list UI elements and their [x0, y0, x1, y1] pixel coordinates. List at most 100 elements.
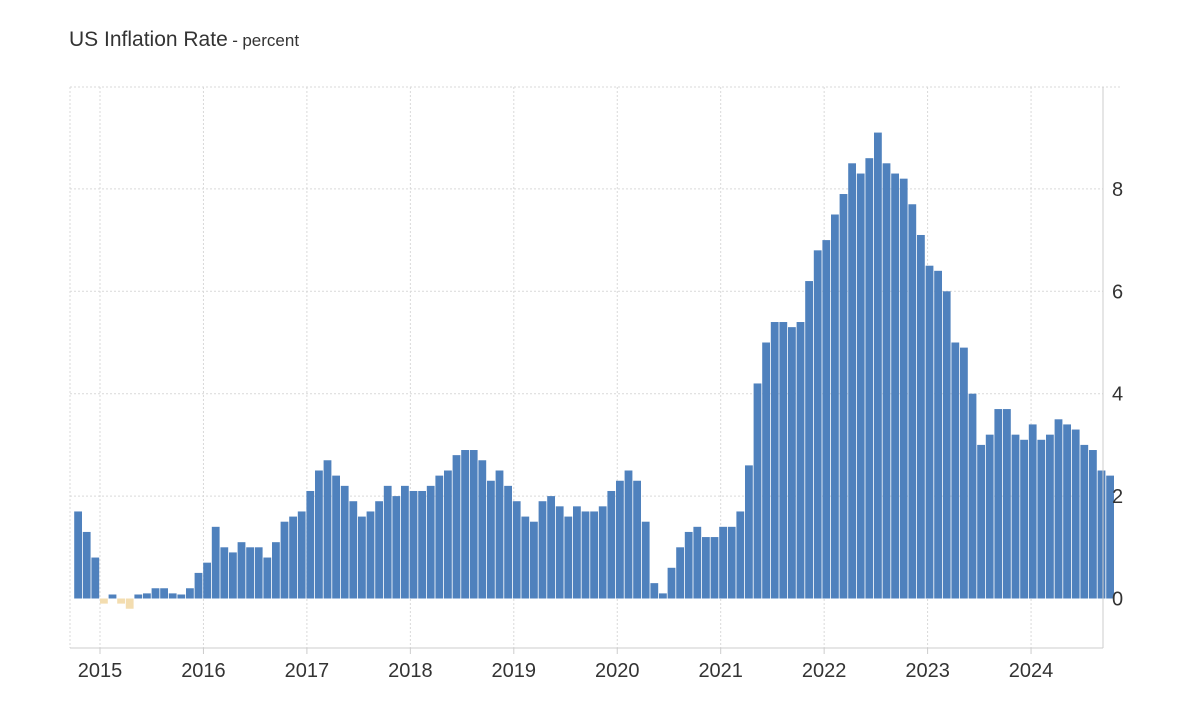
bar[interactable]	[710, 537, 719, 599]
bar[interactable]	[186, 588, 194, 599]
bar[interactable]	[874, 132, 882, 599]
bar[interactable]	[573, 506, 581, 599]
bar[interactable]	[1080, 444, 1089, 599]
bar[interactable]	[1071, 429, 1080, 599]
bar[interactable]	[211, 526, 220, 599]
bar[interactable]	[960, 347, 968, 599]
bar[interactable]	[1054, 419, 1063, 599]
bar[interactable]	[770, 322, 779, 599]
bar[interactable]	[297, 511, 306, 599]
bar[interactable]	[272, 542, 280, 599]
bar[interactable]	[134, 594, 143, 599]
bar[interactable]	[581, 511, 590, 599]
bar[interactable]	[1003, 409, 1011, 599]
bar[interactable]	[280, 521, 289, 599]
bar[interactable]	[366, 511, 375, 599]
bar[interactable]	[332, 475, 340, 599]
bar[interactable]	[418, 490, 426, 599]
bar[interactable]	[237, 542, 246, 599]
bar[interactable]	[108, 594, 117, 599]
bar[interactable]	[91, 557, 100, 599]
bar[interactable]	[882, 163, 891, 599]
bar[interactable]	[598, 506, 607, 599]
bar[interactable]	[813, 250, 822, 599]
bar[interactable]	[865, 158, 874, 599]
bar[interactable]	[375, 501, 383, 599]
bar[interactable]	[117, 598, 125, 604]
bar[interactable]	[1063, 424, 1071, 599]
bar[interactable]	[401, 485, 409, 599]
bar[interactable]	[194, 572, 203, 599]
bar[interactable]	[392, 496, 401, 599]
bar[interactable]	[1106, 475, 1114, 599]
bar[interactable]	[426, 485, 435, 599]
bar[interactable]	[82, 531, 91, 599]
bar[interactable]	[315, 470, 323, 599]
bar[interactable]	[633, 480, 641, 599]
bar[interactable]	[538, 501, 547, 599]
bar[interactable]	[925, 265, 934, 599]
bar[interactable]	[478, 460, 487, 599]
bar[interactable]	[306, 490, 315, 599]
bar[interactable]	[899, 178, 908, 599]
bar[interactable]	[229, 552, 237, 599]
bar[interactable]	[289, 516, 297, 599]
bar[interactable]	[908, 204, 917, 599]
bar[interactable]	[1028, 424, 1037, 599]
bar[interactable]	[616, 480, 624, 599]
bar[interactable]	[340, 485, 349, 599]
bar[interactable]	[994, 409, 1003, 599]
bar[interactable]	[435, 475, 444, 599]
bar[interactable]	[203, 562, 211, 599]
bar[interactable]	[753, 383, 762, 599]
bar[interactable]	[1097, 470, 1106, 599]
bar[interactable]	[650, 583, 659, 599]
bar[interactable]	[702, 537, 710, 599]
bar[interactable]	[530, 521, 538, 599]
bar[interactable]	[254, 547, 263, 599]
bar[interactable]	[624, 470, 633, 599]
bar[interactable]	[805, 281, 813, 599]
bar[interactable]	[607, 490, 616, 599]
bar[interactable]	[934, 270, 942, 599]
bar[interactable]	[762, 342, 770, 599]
bar[interactable]	[676, 547, 684, 599]
bar[interactable]	[736, 511, 745, 599]
bar[interactable]	[839, 194, 848, 599]
bar[interactable]	[745, 465, 753, 599]
bar[interactable]	[951, 342, 960, 599]
bar[interactable]	[504, 485, 512, 599]
bar[interactable]	[547, 496, 555, 599]
bar[interactable]	[891, 173, 899, 599]
bar[interactable]	[461, 450, 469, 599]
bar[interactable]	[555, 506, 564, 599]
bar[interactable]	[409, 490, 418, 599]
bar[interactable]	[564, 516, 573, 599]
bar[interactable]	[968, 393, 977, 599]
bar[interactable]	[1020, 439, 1028, 599]
bar[interactable]	[220, 547, 229, 599]
bar[interactable]	[495, 470, 504, 599]
bar[interactable]	[788, 327, 796, 599]
bar[interactable]	[831, 214, 839, 599]
bar[interactable]	[779, 322, 788, 599]
bar[interactable]	[512, 501, 521, 599]
bar[interactable]	[487, 480, 495, 599]
bar[interactable]	[693, 526, 702, 599]
bar[interactable]	[796, 322, 805, 599]
bar[interactable]	[1011, 434, 1020, 599]
bar[interactable]	[659, 593, 667, 599]
bar[interactable]	[469, 450, 478, 599]
bar[interactable]	[263, 557, 272, 599]
bar[interactable]	[444, 470, 452, 599]
bar[interactable]	[1089, 450, 1097, 599]
bar[interactable]	[246, 547, 254, 599]
bar[interactable]	[151, 588, 160, 599]
bar[interactable]	[521, 516, 530, 599]
bar[interactable]	[323, 460, 332, 599]
bar[interactable]	[168, 593, 177, 599]
bar[interactable]	[349, 501, 358, 599]
bar[interactable]	[917, 234, 925, 599]
bar[interactable]	[125, 598, 134, 609]
bar[interactable]	[848, 163, 856, 599]
